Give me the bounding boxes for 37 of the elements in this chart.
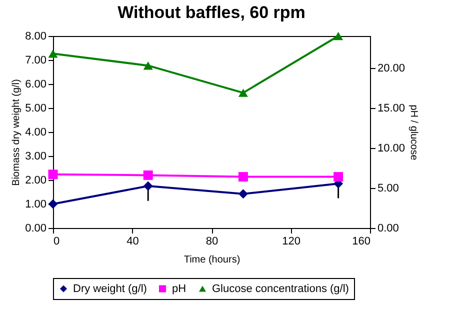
point [48,49,58,58]
y-tick-label: 1.00 [25,198,46,210]
y-axis-title: Biomass dry weight (g/l) [11,79,22,186]
point [238,172,248,182]
x-axis-title: Time (hours) [184,254,240,266]
legend-label: Glucose concentrations (g/l) [212,282,349,295]
y-tick-label: 7.00 [25,54,46,66]
y2-tick-label: 20.00 [378,62,406,74]
x-tick-label: 160 [352,236,370,248]
y-tick-label: 0.00 [25,222,46,234]
y2-tick-label: 5.00 [378,182,399,194]
point [143,170,153,180]
y-tick-label: 5.00 [25,102,46,114]
x-tick-label: 80 [206,236,218,248]
y-tick-label: 2.00 [25,174,46,186]
y-tick-label: 6.00 [25,78,46,90]
x-tick-label: 40 [126,236,139,248]
point [334,172,344,182]
point [48,199,58,209]
point [238,88,248,97]
y-tick-label: 8.00 [25,30,46,42]
y2-tick-label: 0.00 [378,222,399,234]
x-tick-label: 120 [282,236,300,248]
legend-label: Dry weight (g/l) [73,282,147,295]
point [143,181,153,191]
y2-tick-label: 10.00 [378,142,406,154]
point [143,61,153,70]
point [238,189,248,199]
x-tick-label: 0 [54,236,60,248]
y-tick-label: 3.00 [25,150,46,162]
y2-tick-label: 15.00 [378,102,406,114]
point [48,170,58,180]
point [334,32,344,40]
chart-title: Without baffles, 60 rpm [118,3,306,22]
y-tick-label: 4.00 [25,126,46,138]
y2-axis-title: pH / glucose [408,104,420,161]
legend-label: pH [172,282,186,295]
